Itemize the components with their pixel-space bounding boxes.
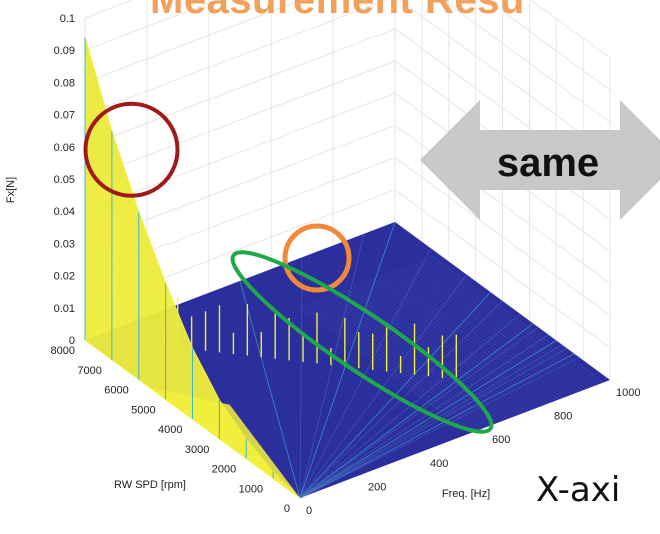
mesh-line: [376, 276, 550, 404]
mesh-line: [424, 258, 597, 386]
z-tick-label: 0: [69, 335, 75, 347]
mesh-line: [397, 268, 570, 396]
freq-tick-label: 600: [492, 434, 510, 446]
z-tick-label: 0.01: [54, 303, 75, 315]
mesh-line: [414, 262, 587, 390]
mesh-line: [363, 281, 536, 409]
speed-tick-label: 6000: [104, 385, 128, 397]
speed-tick-label: 2000: [212, 464, 236, 476]
same-label: same: [497, 141, 599, 185]
mesh-line: [373, 277, 546, 405]
harmonic-line: [299, 248, 432, 499]
mesh-line: [407, 264, 580, 392]
grid-line-z: [84, 0, 611, 156]
harmonic-line: [299, 233, 365, 499]
double-arrow-icon: [420, 100, 660, 220]
mesh-line: [387, 272, 560, 400]
mesh-line: [380, 275, 553, 403]
z-tick-label: 0.02: [54, 271, 75, 283]
freq-tick-label: 0: [306, 505, 312, 517]
mesh-line: [308, 302, 481, 430]
harmonic-line: [299, 340, 557, 499]
speed-tick-label: 3000: [185, 444, 209, 456]
harmonic-line: [299, 323, 534, 499]
grid-line-z: [84, 0, 611, 91]
mesh-line: [352, 285, 526, 413]
freq-tick-label: 200: [368, 481, 386, 493]
z-tick-label: 0.09: [54, 45, 75, 57]
x-axis-caption: X-axi: [536, 470, 621, 510]
z-tick-label: 0.1: [60, 13, 75, 25]
grid-line-z: [84, 0, 611, 123]
speed-tick-label: 8000: [51, 345, 75, 357]
harmonic-line: [299, 257, 303, 499]
z-tick-label: 0.05: [54, 174, 75, 186]
speed-tick-label: 4000: [158, 424, 182, 436]
harmonic-line: [299, 327, 539, 499]
freq-tick-label: 400: [430, 458, 448, 470]
speed-tick-label: 7000: [77, 365, 101, 377]
mesh-line: [335, 292, 509, 420]
harmonic-line: [299, 334, 549, 499]
mesh-line: [400, 267, 573, 395]
grid-line-z: [84, 0, 611, 59]
harmonic-line: [299, 353, 575, 499]
mesh-line: [393, 270, 567, 397]
mesh-line: [311, 301, 485, 429]
z-tick-label: 0.06: [54, 142, 75, 154]
harmonic-line: [299, 344, 563, 499]
mesh-line: [349, 287, 522, 414]
mesh-line: [366, 280, 539, 408]
z-axis-label: Fx[N]: [5, 177, 17, 203]
harmonic-line: [299, 274, 467, 499]
harmonic-line: [299, 221, 396, 499]
mesh-line: [404, 266, 577, 394]
mesh-line: [322, 297, 495, 425]
x-axis-label: Freq. [Hz]: [442, 488, 490, 500]
harmonic-line: [299, 348, 568, 499]
annotation-red-circle: [83, 101, 180, 198]
z-tick-label: 0.03: [54, 238, 75, 250]
mesh-line: [318, 298, 492, 426]
chart-annotations: [83, 101, 494, 434]
mesh-line: [298, 306, 471, 434]
mesh-line: [427, 257, 601, 384]
mesh-line: [383, 274, 556, 401]
freq-tick-label: 1000: [616, 387, 640, 399]
mesh-line: [421, 259, 594, 387]
chart-surface: [84, 37, 610, 499]
mesh-line: [431, 255, 604, 383]
chart-ticks: 0 0.01 0.02 0.03 0.04 0.05 0.06 0.07 0.08 0.09 0.1…: [51, 13, 641, 517]
slide-title: Measurement Resu: [150, 0, 525, 22]
annotation-green-ellipse: [230, 250, 494, 434]
mesh-line: [305, 303, 478, 431]
freq-tick-label: 800: [554, 411, 572, 423]
mesh-line: [346, 288, 519, 416]
same-double-arrow: same: [420, 100, 660, 220]
z-tick-label: 0.07: [54, 110, 75, 122]
harmonic-line: [299, 357, 580, 499]
harmonic-line: [239, 280, 301, 499]
mesh-line: [417, 261, 590, 388]
mesh-line: [410, 263, 584, 391]
speed-tick-label: 0: [284, 503, 290, 515]
mesh-line: [359, 283, 533, 410]
mesh-line: [301, 305, 475, 433]
annotation-orange-circle: [282, 223, 352, 293]
speed-tick-label: 1000: [239, 483, 263, 495]
speed-tick-label: 5000: [131, 404, 155, 416]
mesh-line: [390, 271, 563, 399]
z-tick-label: 0.08: [54, 77, 75, 89]
z-tick-label: 0.04: [54, 206, 75, 218]
ridge-spread: [149, 387, 300, 498]
mesh-line: [325, 296, 498, 423]
y-axis-label: RW SPD [rpm]: [114, 479, 186, 491]
